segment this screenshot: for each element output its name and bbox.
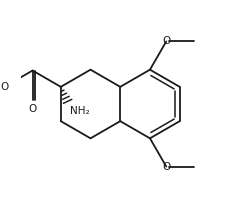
Text: O: O: [162, 36, 170, 46]
Text: O: O: [0, 82, 8, 92]
Text: O: O: [28, 104, 37, 114]
Text: O: O: [162, 162, 170, 172]
Text: NH₂: NH₂: [70, 106, 90, 116]
